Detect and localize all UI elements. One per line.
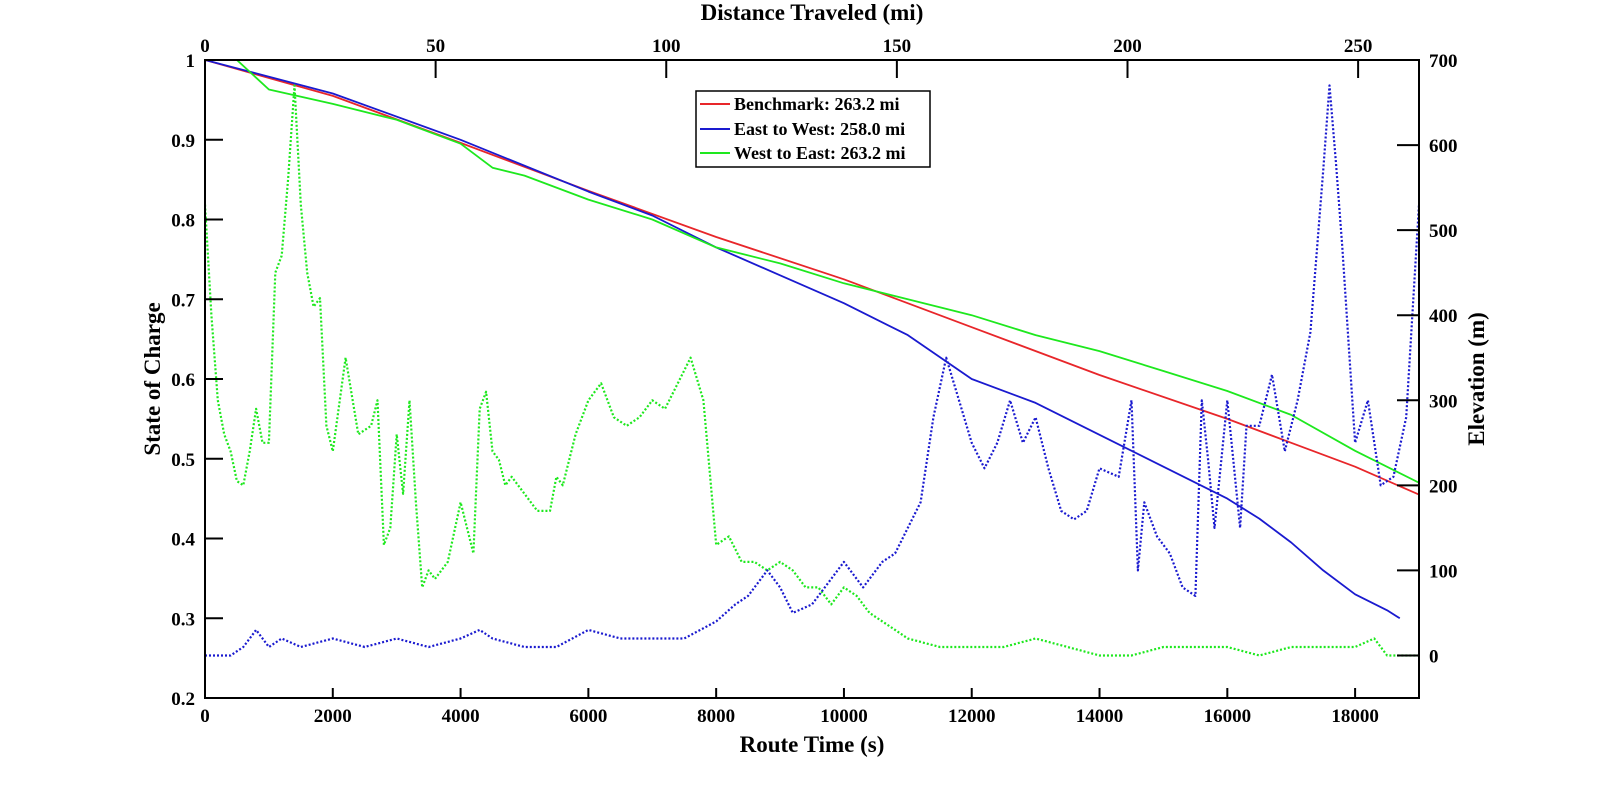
y2-tick-label: 700 — [1429, 51, 1458, 72]
x2-tick-label: 150 — [883, 36, 912, 57]
series-line-east-to-west — [205, 60, 1401, 620]
x2-tick-label: 50 — [426, 36, 445, 57]
y-tick-label: 0.9 — [171, 131, 195, 152]
x2-axis-title: Distance Traveled (mi) — [701, 0, 924, 25]
x-tick-label: 8000 — [697, 706, 735, 727]
y-axis-title: State of Charge — [140, 302, 165, 455]
x-tick-label: 0 — [200, 706, 210, 727]
y2-tick-label: 200 — [1429, 476, 1458, 497]
x-tick-label: 2000 — [314, 706, 352, 727]
x-axis-title: Route Time (s) — [740, 732, 885, 757]
y-tick-label: 0.8 — [171, 211, 195, 232]
y2-tick-label: 400 — [1429, 306, 1458, 327]
series-line-west-to-east — [205, 60, 1419, 484]
y-tick-label: 0.4 — [171, 530, 195, 551]
y-tick-label: 0.2 — [171, 689, 195, 710]
legend-box — [695, 90, 931, 168]
y2-tick-label: 100 — [1429, 561, 1458, 582]
x-tick-label: 18000 — [1331, 706, 1379, 727]
y-tick-label: 0.3 — [171, 609, 195, 630]
x2-tick-label: 0 — [200, 36, 210, 57]
x-tick-label: 6000 — [569, 706, 607, 727]
axes-layer: 0 2000 4000 6000 8000 10000 12000 14000 16000 180… — [171, 36, 1457, 727]
x2-tick-label: 250 — [1344, 36, 1373, 57]
legend-label-west-to-east: West to East: 263.2 mi — [734, 143, 905, 163]
legend-label-east-to-west: East to West: 258.0 mi — [734, 119, 905, 139]
x-tick-label: 10000 — [820, 706, 868, 727]
y2-tick-label: 600 — [1429, 136, 1458, 157]
y2-tick-label: 0 — [1429, 646, 1439, 667]
x-tick-label: 14000 — [1076, 706, 1124, 727]
y-tick-label: 1 — [186, 51, 196, 72]
y-tick-label: 0.6 — [171, 370, 195, 391]
x2-tick-label: 200 — [1113, 36, 1142, 57]
x-tick-label: 16000 — [1204, 706, 1252, 727]
y2-axis-title: Elevation (m) — [1464, 312, 1489, 446]
y2-tick-label: 500 — [1429, 221, 1458, 242]
y2-tick-label: 300 — [1429, 391, 1458, 412]
legend: Benchmark: 263.2 mi East to West: 258.0 … — [695, 90, 931, 168]
y-tick-label: 0.5 — [171, 450, 195, 471]
legend-label-benchmark: Benchmark: 263.2 mi — [734, 94, 900, 114]
series-layer — [205, 60, 1419, 657]
x-tick-label: 4000 — [442, 706, 480, 727]
y-tick-label: 0.7 — [171, 290, 195, 311]
x-tick-label: 12000 — [948, 706, 996, 727]
x2-tick-label: 100 — [652, 36, 681, 57]
